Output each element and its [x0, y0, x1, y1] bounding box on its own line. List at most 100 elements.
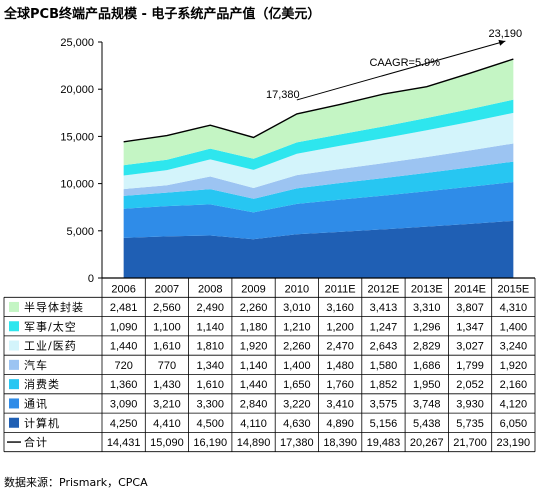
data-label: 16,190: [193, 437, 227, 449]
data-label: 1,430: [153, 379, 181, 391]
x-category-label: 2009: [241, 283, 265, 295]
data-label: 3,220: [283, 398, 311, 410]
end-value-annotation: 23,190: [489, 28, 523, 40]
data-label: 2,490: [196, 302, 224, 314]
data-label: 4,120: [500, 398, 528, 410]
source-note: 数据来源：Prismark，CPCA: [4, 476, 148, 489]
cagr-annotation: CAAGR=5.9%: [369, 57, 440, 69]
data-label: 3,210: [153, 398, 181, 410]
data-label: 3,027: [456, 341, 484, 353]
cagr-arrow-head: [498, 39, 506, 46]
legend-label: 计算机: [24, 416, 60, 430]
y-tick-label: 15,000: [60, 131, 94, 143]
data-label: 5,735: [456, 418, 484, 430]
data-label: 19,483: [367, 437, 401, 449]
data-label: 1,360: [110, 379, 138, 391]
data-label: 23,190: [497, 437, 531, 449]
start-value-annotation: 17,380: [266, 89, 300, 101]
legend-label: 半导体封装: [24, 300, 84, 314]
x-category-label: 2010: [285, 283, 309, 295]
total-line: [123, 58, 514, 143]
cagr-arrow-line: [296, 40, 506, 101]
legend-label: 军事/太空: [24, 319, 77, 333]
data-label: 1,610: [196, 379, 224, 391]
data-label: 2,643: [370, 341, 398, 353]
data-label: 1,480: [326, 360, 354, 372]
data-label: 14,890: [237, 437, 271, 449]
data-label: 3,310: [413, 302, 441, 314]
data-label: 1,852: [370, 379, 398, 391]
area-series-0: [123, 220, 514, 278]
data-label: 1,347: [456, 321, 484, 333]
legend-label: 汽车: [24, 358, 48, 372]
data-label: 4,630: [283, 418, 311, 430]
data-label: 3,090: [110, 398, 138, 410]
data-label: 1,400: [500, 321, 528, 333]
legend-swatch: [9, 417, 19, 428]
data-label: 1,140: [196, 321, 224, 333]
data-label: 1,200: [326, 321, 354, 333]
legend-swatch: [9, 301, 19, 312]
data-label: 1,090: [110, 321, 138, 333]
data-label: 6,050: [500, 418, 528, 430]
data-label: 1,440: [240, 379, 268, 391]
data-label: 1,400: [283, 360, 311, 372]
data-label: 2,829: [413, 341, 441, 353]
data-label: 4,410: [153, 418, 181, 430]
legend-swatch: [9, 321, 19, 332]
data-label: 1,650: [283, 379, 311, 391]
data-label: 3,413: [370, 302, 398, 314]
chart-title: 全球PCB终端产品规模 - 电子系统产品产值（亿美元）: [4, 7, 321, 22]
data-label: 2,160: [500, 379, 528, 391]
data-label: 3,807: [456, 302, 484, 314]
data-label: 2,840: [240, 398, 268, 410]
data-label: 20,267: [410, 437, 444, 449]
data-label: 2,260: [283, 341, 311, 353]
legend-label: 合计: [24, 435, 48, 449]
x-category-label: 2015E: [497, 283, 529, 295]
data-label: 3,748: [413, 398, 441, 410]
data-label: 1,810: [196, 341, 224, 353]
data-label: 21,700: [453, 437, 487, 449]
data-label: 1,340: [196, 360, 224, 372]
data-label: 1,100: [153, 321, 181, 333]
data-label: 1,140: [240, 360, 268, 372]
data-label: 5,156: [370, 418, 398, 430]
data-label: 14,431: [107, 437, 141, 449]
data-label: 3,010: [283, 302, 311, 314]
data-label: 2,470: [326, 341, 354, 353]
area-series-2: [123, 161, 514, 213]
data-label: 1,920: [500, 360, 528, 372]
data-label: 770: [158, 360, 176, 372]
data-label: 3,160: [326, 302, 354, 314]
y-tick-label: 5,000: [66, 226, 94, 238]
data-label: 720: [114, 360, 132, 372]
legend-swatch: [9, 340, 19, 351]
data-label: 3,930: [456, 398, 484, 410]
data-label: 1,799: [456, 360, 484, 372]
data-label: 1,950: [413, 379, 441, 391]
data-label: 17,380: [280, 437, 314, 449]
data-label: 2,481: [110, 302, 138, 314]
data-label: 3,575: [370, 398, 398, 410]
data-label: 1,180: [240, 321, 268, 333]
data-label: 2,560: [153, 302, 181, 314]
data-label: 1,610: [153, 341, 181, 353]
data-label: 1,686: [413, 360, 441, 372]
area-series-4: [123, 112, 514, 190]
x-category-label: 2014E: [454, 283, 486, 295]
data-label: 4,250: [110, 418, 138, 430]
data-label: 4,310: [500, 302, 528, 314]
y-tick-label: 20,000: [60, 84, 94, 96]
y-tick-label: 25,000: [60, 37, 94, 49]
data-label: 2,260: [240, 302, 268, 314]
x-category-label: 2006: [111, 283, 135, 295]
data-label: 1,580: [370, 360, 398, 372]
data-label: 3,300: [196, 398, 224, 410]
data-label: 15,090: [150, 437, 184, 449]
legend-swatch: [9, 398, 19, 409]
data-label: 1,760: [326, 379, 354, 391]
data-label: 1,210: [283, 321, 311, 333]
